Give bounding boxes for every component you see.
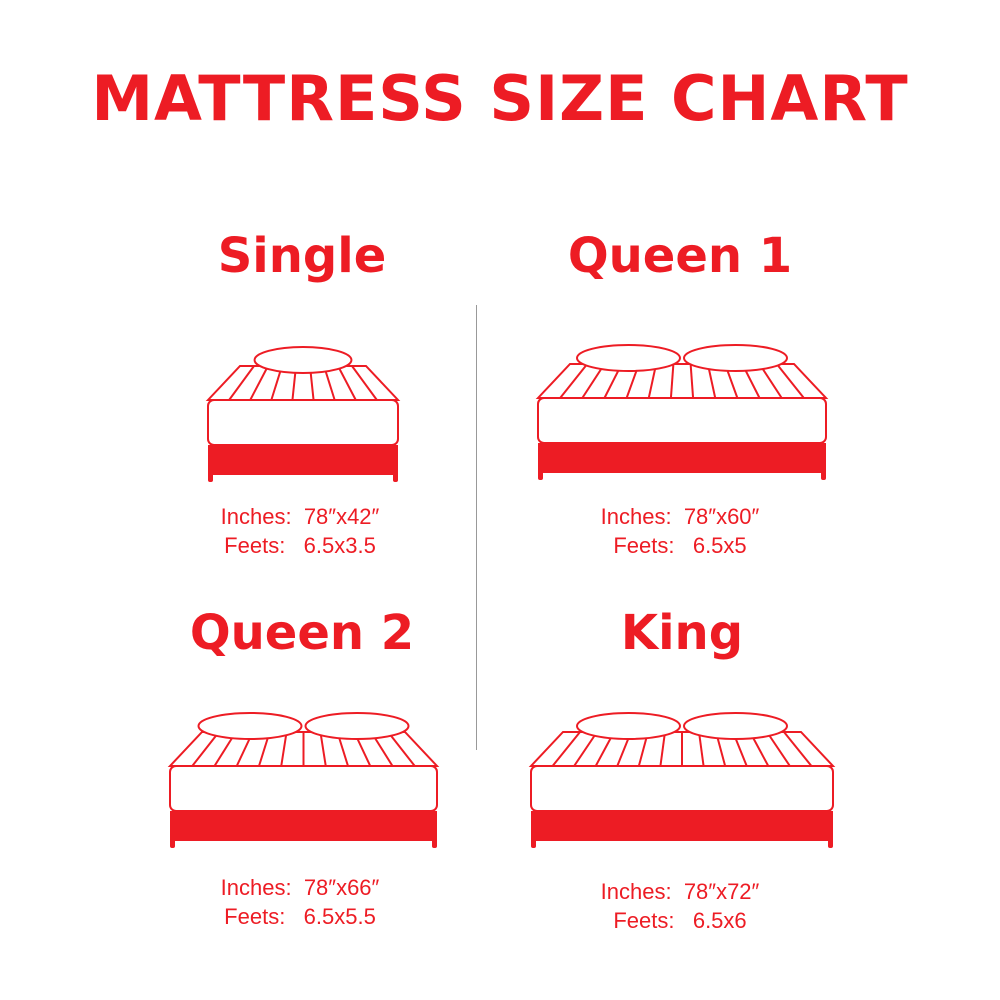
feets-label: Feets: [224, 533, 286, 558]
bed-leg [531, 839, 536, 848]
spec-queen-1: Inches: 78″x60″ Feets: 6.5x5 [480, 502, 880, 560]
bed-leg [208, 473, 213, 482]
sheet-stripe [337, 365, 357, 401]
spec-queen-2: Inches: 78″x66″ Feets: 6.5x5.5 [100, 873, 500, 931]
sheet-stripe [669, 363, 675, 399]
sheet-stripe [387, 731, 416, 767]
bed-leg [821, 471, 826, 480]
mattress-body [207, 399, 399, 446]
bed-leg [432, 839, 437, 848]
size-name-single: Single [217, 228, 387, 284]
size-name-king: King [620, 605, 744, 661]
bed-icon-single [205, 346, 401, 482]
inches-label: Inches: [600, 879, 672, 904]
sheet-stripe [689, 363, 695, 399]
sheet-stripe [698, 731, 705, 767]
inches-value: 78″x42″ [303, 504, 380, 529]
sheet-stripe [573, 731, 598, 767]
sheet-stripe [783, 731, 813, 767]
pillow [683, 344, 788, 372]
spec-king: Inches: 78″x72″ Feets: 6.5x6 [480, 877, 880, 935]
sheet-stripe [551, 731, 581, 767]
sheet-stripe [228, 365, 255, 401]
divider [476, 305, 477, 750]
bed-icon-queen-1 [535, 344, 829, 480]
bed-base [208, 445, 398, 475]
inches-value: 78″x66″ [303, 875, 380, 900]
sheet-stripe [351, 365, 378, 401]
sheet-stripe [249, 365, 269, 401]
bed-leg [170, 839, 175, 848]
feets-value: 6.5x3.5 [303, 533, 376, 558]
bed-icon-king [528, 712, 836, 848]
pillow [683, 712, 788, 740]
mattress-body [530, 765, 834, 812]
inches-value: 78″x60″ [683, 504, 760, 529]
pillow [576, 712, 681, 740]
feets-label: Feets: [224, 904, 286, 929]
mattress-top [535, 363, 829, 399]
feets-label: Feets: [613, 908, 675, 933]
mattress-body [169, 765, 438, 812]
bed-leg [393, 473, 398, 482]
size-name-queen-2: Queen 2 [189, 605, 415, 661]
bed-base [531, 811, 833, 841]
bed-icon-queen-2 [167, 712, 440, 848]
sheet-stripe [559, 363, 589, 399]
bed-base [538, 443, 826, 473]
bed-leg [828, 839, 833, 848]
pillow [197, 712, 303, 740]
feets-value: 6.5x6 [692, 908, 747, 933]
feets-value: 6.5x5.5 [303, 904, 376, 929]
inches-value: 78″x72″ [683, 879, 760, 904]
bed-base [170, 811, 437, 841]
feets-label: Feets: [613, 533, 675, 558]
size-name-queen-1: Queen 1 [567, 228, 793, 284]
bed-leg [538, 471, 543, 480]
sheet-stripe [280, 731, 288, 767]
feets-value: 6.5x5 [692, 533, 747, 558]
spec-single: Inches: 78″x42″ Feets: 6.5x3.5 [100, 502, 500, 560]
sheet-stripe [659, 731, 666, 767]
inches-label: Inches: [220, 875, 292, 900]
pillow [304, 712, 410, 740]
sheet-stripe [319, 731, 327, 767]
sheet-stripe [766, 731, 791, 767]
chart-title: MATTRESS SIZE CHART [91, 62, 909, 135]
sheet-stripe [191, 731, 220, 767]
sheet-stripe [775, 363, 805, 399]
inches-label: Inches: [600, 504, 672, 529]
pillow [576, 344, 681, 372]
inches-label: Inches: [220, 504, 292, 529]
mattress-body [537, 397, 827, 444]
pillow [253, 346, 353, 374]
